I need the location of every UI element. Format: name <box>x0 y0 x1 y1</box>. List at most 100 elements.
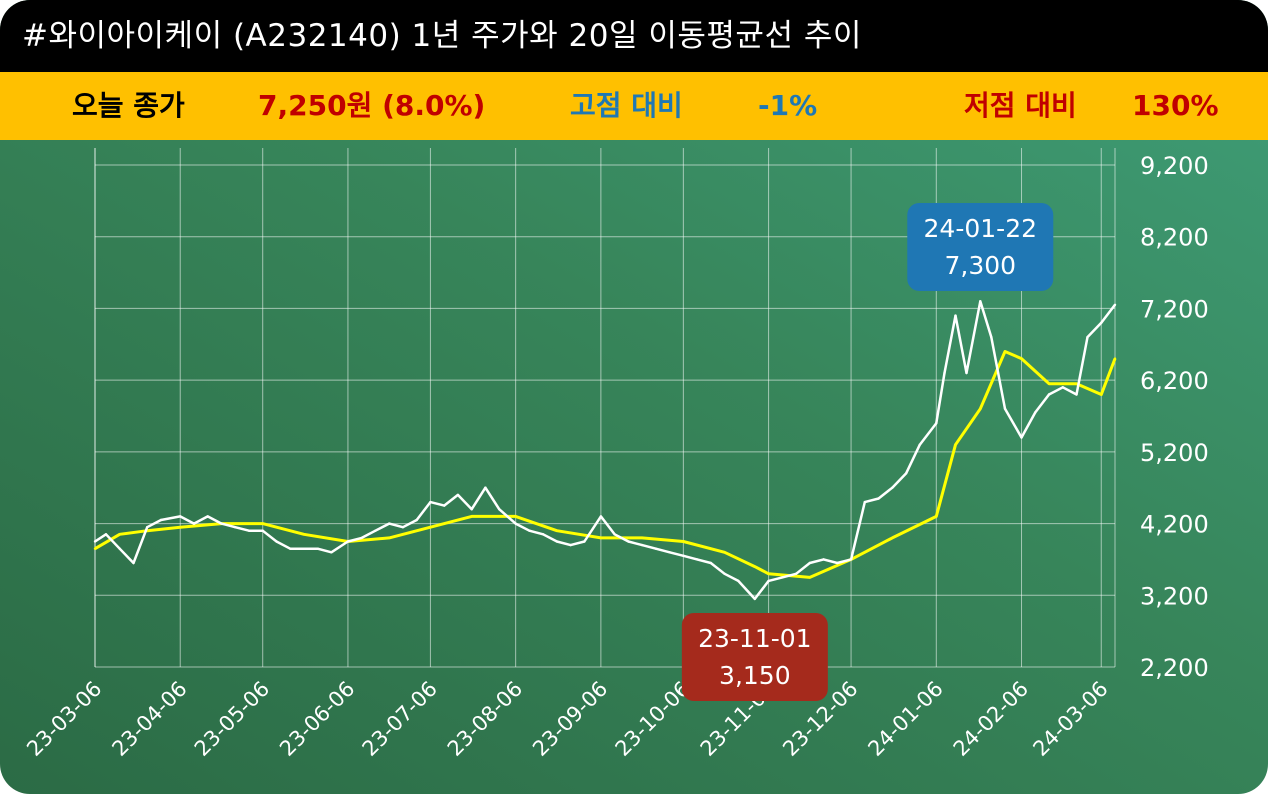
price-point <box>943 371 946 375</box>
price-point <box>443 504 446 507</box>
close-value: 7,250원 (8.0%) <box>258 89 486 122</box>
price-point <box>965 371 968 375</box>
price-point <box>415 518 418 522</box>
low-callout-value: 3,150 <box>719 661 791 690</box>
price-point <box>990 335 993 339</box>
low-compare-value: 130% <box>1132 89 1219 122</box>
price-point <box>247 529 251 532</box>
ma-series <box>93 350 1117 579</box>
high-compare-value: -1% <box>758 89 818 122</box>
ma20-point <box>302 533 306 536</box>
price-point <box>104 533 108 536</box>
price-point <box>918 443 921 446</box>
ma20-point <box>1047 382 1051 385</box>
price-point <box>470 508 473 511</box>
price-point <box>528 529 531 532</box>
ma20-point <box>1100 393 1103 396</box>
price-point <box>668 551 671 554</box>
price-point <box>808 561 811 565</box>
price-point <box>822 558 825 561</box>
y-tick-label: 4,200 <box>1140 511 1209 539</box>
ma20-point <box>979 407 982 410</box>
title-bar: #와이아이케이 (A232140) 1년 주가와 20일 이동평균선 추이 <box>0 0 1268 72</box>
low-callout-box <box>681 613 828 701</box>
y-tick-label: 3,200 <box>1140 582 1209 610</box>
price-point <box>484 486 487 489</box>
price-point <box>316 547 319 550</box>
price-point <box>1086 335 1089 339</box>
y-tick-label: 5,200 <box>1140 439 1209 467</box>
low-callout-date: 23-11-01 <box>698 624 811 653</box>
price-point <box>599 515 603 518</box>
price-point <box>1113 303 1117 306</box>
callouts: 24-01-22 7,300 23-11-01 3,150 <box>681 203 1054 701</box>
x-tick-label: 23-05-06 <box>190 677 274 761</box>
y-axis-ticks: 2,200 3,200 4,200 5,200 6,200 7,200 8,200 9,200 <box>1140 152 1209 682</box>
x-tick-label: 23-07-06 <box>358 677 442 761</box>
ma20-point <box>429 526 432 529</box>
price-point <box>781 576 784 579</box>
price-point <box>1047 393 1051 396</box>
x-tick-label: 23-03-06 <box>22 677 106 761</box>
price-series <box>93 300 1117 601</box>
ma20-point <box>514 515 517 518</box>
price-point <box>640 543 644 547</box>
ma20-point <box>555 529 559 532</box>
price-point <box>613 533 616 536</box>
ma20-point <box>753 565 756 568</box>
price-point <box>498 508 501 511</box>
ma20-point <box>640 536 644 540</box>
y-tick-label: 6,200 <box>1140 367 1209 395</box>
price-point <box>374 529 377 532</box>
price-point <box>330 551 333 554</box>
price-point <box>514 522 517 525</box>
ma20-point <box>767 572 770 575</box>
price-point <box>695 558 699 561</box>
price-point <box>682 554 685 557</box>
price-point <box>723 572 726 575</box>
x-tick-label: 23-04-06 <box>107 677 191 761</box>
high-compare-label: 고점 대비 <box>570 89 683 122</box>
stats-bar: 오늘 종가 7,250원 (8.0%) 고점 대비 -1% 저점 대비 130% <box>0 72 1268 140</box>
high-callout-value: 7,300 <box>944 251 1016 280</box>
low-compare-label: 저점 대비 <box>964 89 1077 122</box>
price-point <box>904 472 908 475</box>
chart-title: #와이아이케이 (A232140) 1년 주가와 20일 이동평균선 추이 <box>22 18 862 54</box>
ma20-point <box>118 533 121 536</box>
price-point <box>1100 321 1103 324</box>
ma20-point <box>1075 382 1078 385</box>
price-point <box>360 536 363 540</box>
price-point <box>737 579 740 583</box>
price-point <box>289 547 292 550</box>
high-callout-box <box>907 203 1054 291</box>
x-tick-label: 23-06-06 <box>275 677 359 761</box>
ma20-point <box>261 522 264 525</box>
price-point <box>979 300 982 303</box>
y-tick-label: 2,200 <box>1140 654 1209 682</box>
price-point <box>541 533 545 536</box>
price-point <box>849 558 853 561</box>
ma20-point <box>891 536 894 540</box>
price-point <box>627 540 630 543</box>
price-point <box>709 561 712 565</box>
price-point <box>346 540 350 543</box>
ma20-line <box>94 350 1117 579</box>
price-point <box>401 526 405 529</box>
x-tick-label: 23-08-06 <box>443 677 527 761</box>
price-point <box>753 597 756 601</box>
price-point <box>654 547 658 550</box>
ma20-point <box>723 551 726 554</box>
price-point <box>275 540 278 543</box>
price-point <box>206 515 209 518</box>
ma20-point <box>388 536 391 540</box>
price-point <box>569 543 572 547</box>
price-point <box>179 515 182 518</box>
ma20-point <box>935 515 938 518</box>
price-point <box>429 500 432 504</box>
close-label: 오늘 종가 <box>72 89 185 122</box>
price-point <box>456 493 460 497</box>
price-point <box>220 522 223 525</box>
